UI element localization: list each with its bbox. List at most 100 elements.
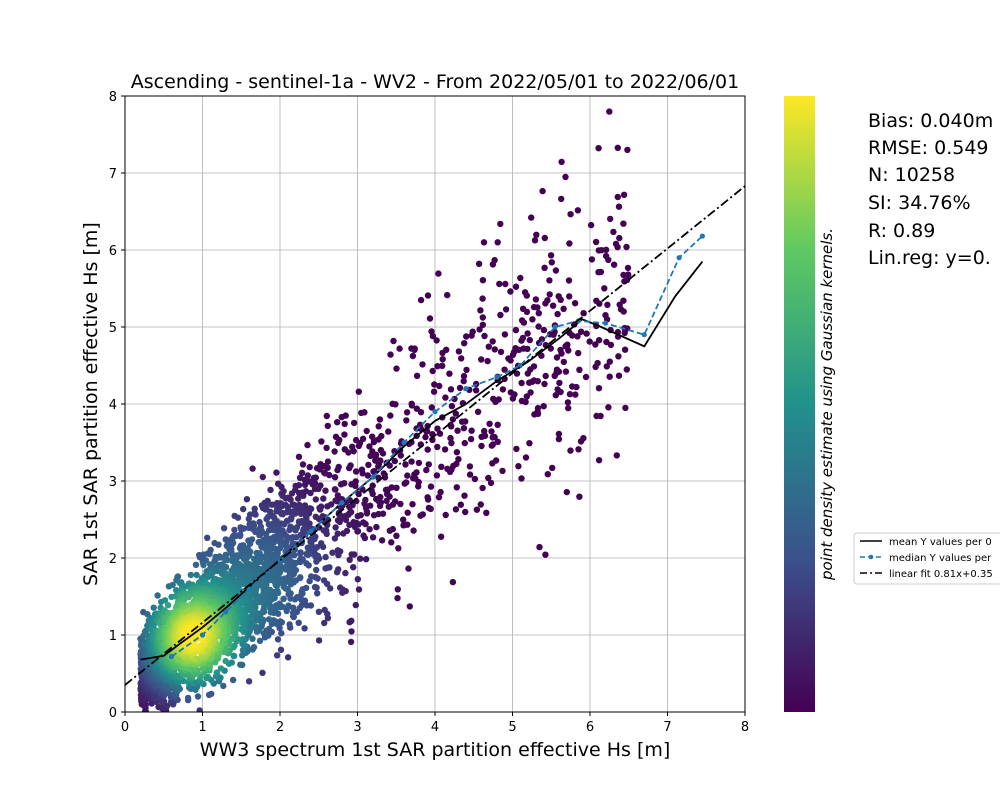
data-point [406, 603, 413, 610]
median-marker [676, 255, 682, 261]
data-point [321, 619, 328, 627]
legend-median-marker [868, 554, 874, 560]
data-point [322, 565, 329, 572]
data-point [507, 288, 514, 295]
data-point [535, 310, 542, 317]
colorbar [784, 96, 815, 712]
data-point [306, 463, 313, 471]
data-point [429, 367, 436, 375]
data-point [622, 404, 629, 412]
data-point [239, 640, 246, 647]
data-point [620, 220, 627, 227]
data-point [438, 463, 445, 470]
series-line-0 [140, 261, 704, 661]
data-point [422, 433, 429, 441]
data-point [556, 379, 563, 387]
data-point [479, 295, 486, 302]
data-point [383, 497, 390, 505]
data-point [342, 569, 349, 577]
data-point [512, 283, 520, 290]
data-point [408, 345, 415, 352]
data-point [347, 638, 355, 646]
data-point [334, 517, 342, 524]
median-marker [494, 374, 500, 380]
data-point [369, 534, 377, 541]
data-point [298, 588, 306, 595]
data-point [417, 512, 424, 519]
x-axis-ticks: 0 1 2 3 4 5 6 7 8 [121, 712, 749, 735]
data-point [415, 459, 423, 467]
data-point [489, 460, 496, 467]
data-point [220, 682, 227, 690]
data-point [321, 606, 328, 614]
data-point [331, 486, 339, 493]
data-point [433, 337, 440, 344]
data-point [605, 256, 612, 264]
data-point [448, 402, 456, 410]
data-point [350, 419, 358, 427]
data-point [323, 412, 330, 420]
data-point [592, 341, 599, 348]
y-axis-label: SAR 1st SAR partition effective Hs [m] [80, 222, 102, 586]
data-point [517, 274, 524, 282]
data-point [393, 365, 400, 372]
data-point [415, 483, 422, 490]
data-point [219, 637, 226, 644]
data-point [577, 438, 585, 445]
data-point [192, 561, 200, 568]
data-point [477, 307, 484, 314]
data-point [614, 243, 621, 251]
data-point [355, 586, 363, 593]
data-point [606, 108, 613, 115]
data-point [478, 442, 485, 450]
data-point [295, 453, 303, 460]
data-point [397, 452, 404, 459]
data-point [354, 576, 361, 583]
stat-rmse: RMSE: 0.549 [868, 137, 989, 159]
data-point [466, 463, 474, 470]
data-point [544, 471, 551, 478]
median-marker [517, 362, 523, 369]
median-marker [277, 557, 283, 563]
data-point [324, 503, 331, 510]
data-point [623, 366, 630, 373]
data-point [389, 400, 396, 407]
data-point [575, 446, 582, 453]
data-point [453, 449, 461, 456]
data-point [532, 296, 540, 303]
data-point [196, 707, 203, 712]
data-point [285, 602, 292, 609]
data-point [458, 355, 465, 362]
data-point [379, 450, 387, 457]
data-point [435, 270, 442, 277]
data-point [306, 505, 314, 512]
data-point [595, 269, 602, 276]
legend-median-label: median Y values per [889, 553, 992, 564]
data-point [444, 465, 451, 472]
data-point [405, 565, 412, 572]
data-point [346, 619, 353, 626]
data-point [574, 207, 582, 214]
data-point [322, 553, 329, 561]
data-point [240, 505, 247, 513]
data-point [494, 239, 501, 246]
data-point [606, 373, 613, 380]
median-marker [401, 439, 407, 446]
data-point [442, 394, 449, 401]
data-point [259, 544, 266, 551]
median-marker [370, 474, 376, 480]
data-point [621, 346, 629, 353]
data-point [217, 665, 225, 672]
data-point [319, 543, 327, 551]
data-point [273, 652, 281, 659]
median-marker [641, 332, 647, 338]
data-point [387, 412, 394, 419]
data-point [614, 144, 621, 151]
data-point [542, 372, 549, 380]
data-point [478, 356, 485, 363]
stat-r: R: 0.89 [868, 220, 935, 242]
data-point [366, 443, 373, 450]
data-point [280, 583, 288, 591]
data-point [346, 503, 353, 511]
data-point [576, 493, 583, 500]
